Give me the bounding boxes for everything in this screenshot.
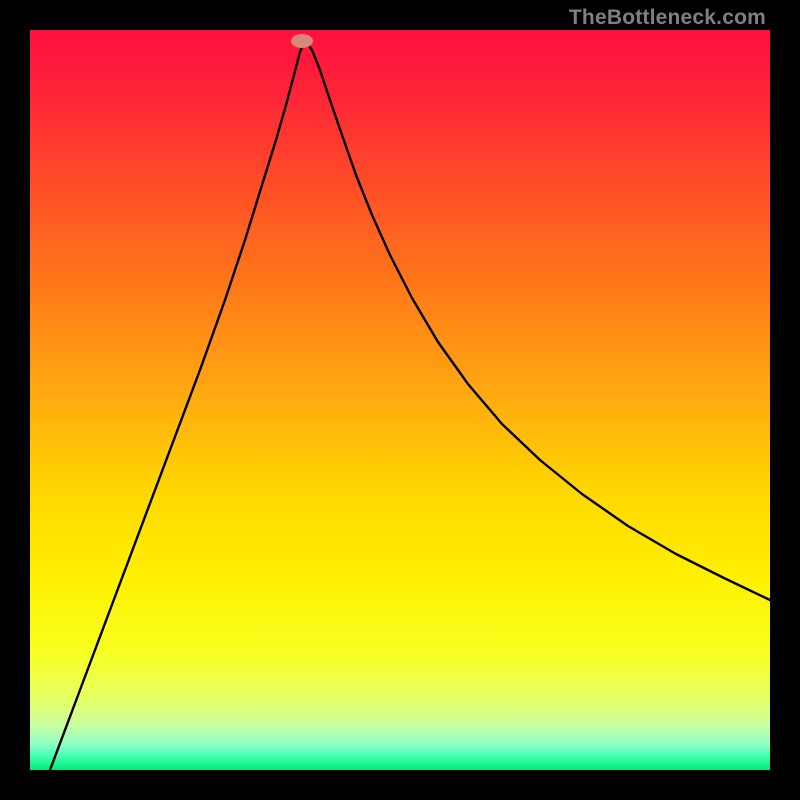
plot-area (30, 30, 770, 770)
chart-frame: TheBottleneck.com (0, 0, 800, 800)
optimum-marker (291, 34, 313, 48)
watermark-text: TheBottleneck.com (569, 6, 766, 30)
bottleneck-curve (30, 30, 770, 770)
